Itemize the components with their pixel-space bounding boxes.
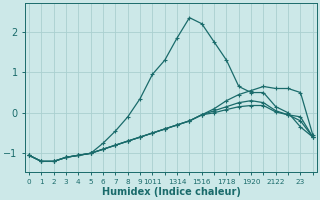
- X-axis label: Humidex (Indice chaleur): Humidex (Indice chaleur): [101, 187, 240, 197]
